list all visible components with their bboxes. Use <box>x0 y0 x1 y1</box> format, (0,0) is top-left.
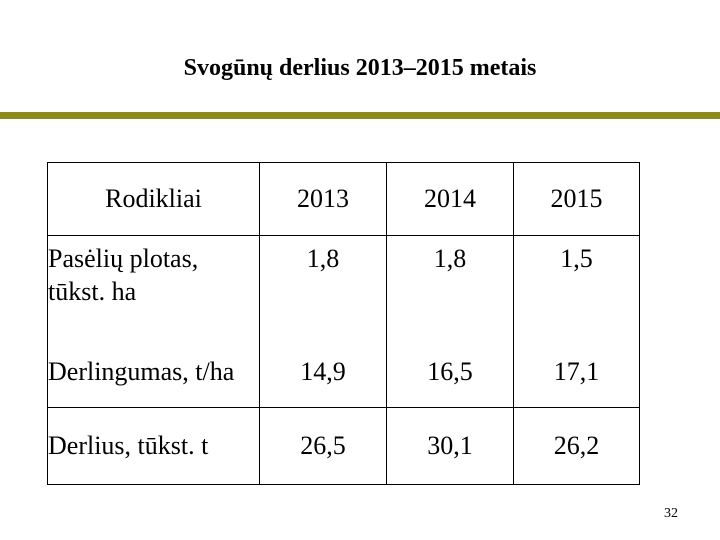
slide-title: Svogūnų derlius 2013–2015 metais <box>183 55 537 81</box>
title-divider <box>0 112 720 119</box>
row-label-line: tūkst. ha <box>48 277 137 306</box>
header-cell-2015: 2015 <box>513 162 640 236</box>
table-cell: 26,5 <box>259 407 387 485</box>
table-cell: 1,5 <box>513 235 640 310</box>
table-cell: 16,5 <box>386 310 514 408</box>
table-cell: 14,9 <box>259 310 387 408</box>
data-table: Rodikliai 2013 2014 2015 Pasėlių plotas,… <box>47 162 640 485</box>
header-cell-2014: 2014 <box>386 162 514 236</box>
table-cell: 17,1 <box>513 310 640 408</box>
table-cell: 30,1 <box>386 407 514 485</box>
header-cell-indicators: Rodikliai <box>47 162 260 236</box>
table-row: Derlingumas, t/ha 14,9 16,5 17,1 <box>47 310 640 408</box>
row-label-area: Pasėlių plotas, tūkst. ha <box>47 235 260 310</box>
table-row: Pasėlių plotas, tūkst. ha 1,8 1,8 1,5 <box>47 235 640 310</box>
table-row: Derlius, tūkst. t 26,5 30,1 26,2 <box>47 407 640 485</box>
table-cell: 1,8 <box>386 235 514 310</box>
row-label-yield: Derlingumas, t/ha <box>47 310 260 408</box>
row-label-harvest: Derlius, tūkst. t <box>47 407 260 485</box>
row-label-line: Pasėlių plotas, <box>48 244 199 273</box>
page-number: 32 <box>664 506 678 521</box>
table-header-row: Rodikliai 2013 2014 2015 <box>47 162 640 236</box>
table-cell: 26,2 <box>513 407 640 485</box>
header-cell-2013: 2013 <box>259 162 387 236</box>
table-cell: 1,8 <box>259 235 387 310</box>
